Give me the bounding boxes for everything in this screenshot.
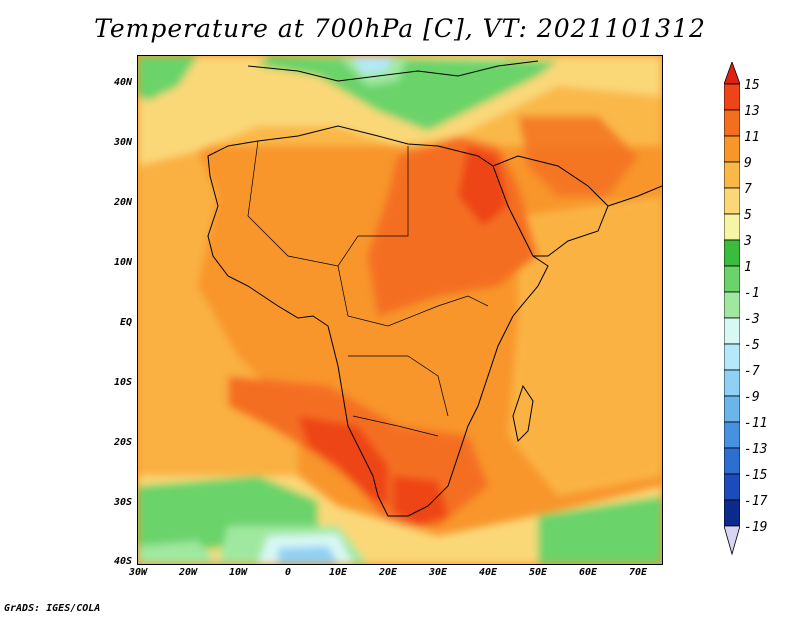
lon-label: 70E (628, 567, 648, 578)
colorbar-label: -17 (744, 494, 768, 509)
colorbar-label: 13 (744, 104, 760, 119)
colorbar-swatch (724, 499, 740, 527)
colorbar-label: -9 (744, 390, 760, 405)
temp-atlantic-green (138, 56, 198, 101)
lat-label: 40N (113, 77, 132, 88)
colorbar-swatch (724, 473, 740, 501)
border-sahel (337, 265, 489, 327)
temp-north-blue (352, 56, 393, 74)
lat-label: 20N (113, 197, 132, 208)
lat-label: 10S (113, 377, 132, 388)
colorbar-swatch (724, 395, 740, 423)
colorbar-swatch (724, 213, 740, 241)
coastlines (207, 60, 662, 517)
temp-red-namibia (298, 416, 388, 506)
colorbar-swatch (724, 369, 740, 397)
lon-label: 20W (178, 567, 198, 578)
lon-label: 10E (328, 567, 348, 578)
lon-label: 30W (128, 567, 148, 578)
colorbar-swatch (724, 187, 740, 215)
temp-south-indian-green (538, 496, 662, 564)
colorbar-swatch (724, 161, 740, 189)
temp-southwest-green (138, 541, 218, 564)
asia-coastline (607, 185, 662, 207)
colorbar-label: -15 (744, 468, 768, 483)
colorbar-label: 3 (744, 234, 752, 249)
colorbar-swatch (724, 265, 740, 293)
lat-label: EQ (119, 317, 132, 328)
colorbar-label: -19 (744, 520, 768, 535)
colorbar-label: 9 (744, 156, 752, 171)
colorbar-label: -1 (744, 286, 760, 301)
temp-red-nile (458, 146, 508, 226)
temp-indian-ocean (508, 196, 662, 496)
lon-label: 30E (428, 567, 448, 578)
colorbar-swatch (724, 83, 740, 111)
europe-coastline (247, 60, 539, 82)
lat-label: 30S (113, 497, 132, 508)
lon-label: 20E (378, 567, 398, 578)
colorbar-swatch (724, 317, 740, 345)
lat-label: 20S (113, 437, 132, 448)
lat-label: 10N (113, 257, 132, 268)
colorbar-swatch (724, 447, 740, 475)
colorbar-label: 1 (744, 260, 752, 275)
colorbar-swatch (724, 421, 740, 449)
colorbar-bottom-arrow (724, 525, 740, 556)
madagascar-coastline (512, 384, 534, 443)
lon-label: 40E (478, 567, 498, 578)
border-central (348, 355, 449, 417)
map-svg (138, 56, 662, 564)
colorbar-label: 15 (744, 78, 760, 93)
colorbar-label: 7 (744, 182, 752, 197)
border-south (352, 415, 439, 437)
colorbar-label: -5 (744, 338, 760, 353)
country-borders (247, 140, 489, 437)
colorbar-swatch (724, 135, 740, 163)
colorbar-label: 5 (744, 208, 752, 223)
lon-label: 0 (284, 567, 292, 578)
temperature-map (137, 55, 663, 565)
lon-label: 60E (578, 567, 598, 578)
temp-mediterranean-green (258, 56, 558, 131)
colorbar-label: -7 (744, 364, 760, 379)
temp-red-southafrica (393, 476, 448, 526)
colorbar-label: -3 (744, 312, 760, 327)
colorbar-swatch (724, 291, 740, 319)
colorbar (724, 62, 740, 556)
temp-south-blue (278, 546, 338, 564)
lon-label: 50E (528, 567, 548, 578)
colorbar-label: 11 (744, 130, 760, 145)
lat-label: 30N (113, 137, 132, 148)
credit-text: GrADS: IGES/COLA (4, 603, 101, 614)
africa-coastline (207, 125, 549, 517)
colorbar-swatch (724, 239, 740, 267)
colorbar-swatch (724, 109, 740, 137)
colorbar-label: -11 (744, 416, 768, 431)
colorbar-top-arrow (724, 62, 740, 85)
map-title: Temperature at 700hPa [C], VT: 202110131… (94, 14, 706, 43)
temp-hot-arabia (518, 116, 638, 196)
colorbar-label: -13 (744, 442, 768, 457)
colorbar-swatch (724, 343, 740, 371)
lat-label: 40S (113, 556, 132, 567)
lon-label: 10W (228, 567, 248, 578)
